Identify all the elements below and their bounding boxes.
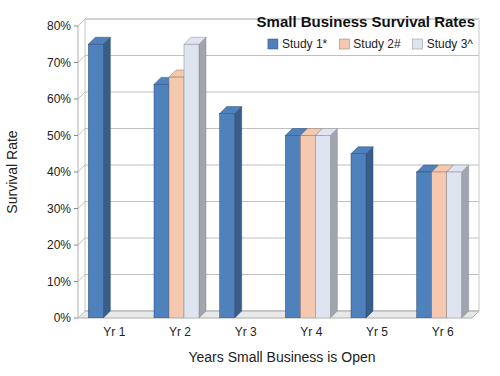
tick-label: 30% xyxy=(47,202,71,216)
tick-label: 20% xyxy=(47,238,71,252)
bar-group xyxy=(447,165,469,318)
tick-label: 0% xyxy=(54,311,72,325)
chart: 0% 10% 20% 30% 40% 50% 60% 70% 80% Yr 1 Yr 2 Yr 3 Yr… xyxy=(0,0,500,376)
tick xyxy=(74,172,78,173)
tick-label: 40% xyxy=(47,165,71,179)
category-label: Yr 6 xyxy=(432,325,454,339)
category-label: Yr 2 xyxy=(169,325,191,339)
gridline-group xyxy=(74,165,479,172)
bar-side xyxy=(199,37,206,318)
gridline xyxy=(78,92,479,99)
bar xyxy=(300,136,315,319)
legend-label: Study 2# xyxy=(353,37,401,51)
legend-swatch xyxy=(413,39,423,49)
tick-label: 10% xyxy=(47,275,71,289)
bar-group xyxy=(315,129,337,319)
bar xyxy=(417,172,432,318)
gridline-group xyxy=(74,129,479,136)
bar xyxy=(432,172,447,318)
tick xyxy=(74,99,78,100)
bar xyxy=(447,172,462,318)
bar-group xyxy=(351,147,373,318)
category-label: Yr 5 xyxy=(366,325,388,339)
bar-group xyxy=(88,37,110,318)
marks xyxy=(88,37,468,318)
category-label: Yr 3 xyxy=(235,325,257,339)
bar-side xyxy=(235,107,242,318)
bar-side xyxy=(366,147,373,318)
tick xyxy=(74,208,78,209)
bar-group xyxy=(220,107,242,318)
bar-side xyxy=(330,129,337,319)
tick-label: 60% xyxy=(47,92,71,106)
bar-top xyxy=(220,107,242,114)
bar-top xyxy=(315,129,337,136)
bar xyxy=(285,136,300,319)
bar-side xyxy=(103,37,110,318)
legend-swatch xyxy=(268,39,278,49)
bar-side xyxy=(462,165,469,318)
bar-group xyxy=(184,37,206,318)
legend-swatch xyxy=(339,39,349,49)
legend-label: Study 3^ xyxy=(427,37,474,51)
bar xyxy=(88,44,103,318)
x-axis-label: Years Small Business is Open xyxy=(188,349,375,365)
category-label: Yr 1 xyxy=(103,325,125,339)
tick xyxy=(74,26,78,27)
bar-top xyxy=(447,165,469,172)
bar xyxy=(220,114,235,318)
tick xyxy=(74,135,78,136)
tick xyxy=(74,245,78,246)
legend-label: Study 1* xyxy=(282,37,328,51)
gridline-group xyxy=(74,92,479,99)
gridline-group xyxy=(74,56,479,63)
bar-top xyxy=(88,37,110,44)
tick-label: 80% xyxy=(47,19,71,33)
title: Small Business Survival Rates xyxy=(257,13,475,30)
tick xyxy=(74,62,78,63)
bar xyxy=(351,154,366,318)
tick xyxy=(74,318,78,319)
category-label: Yr 4 xyxy=(300,325,322,339)
gridline xyxy=(78,129,479,136)
legend: Study 1* Study 2# Study 3^ xyxy=(268,37,473,51)
gridline xyxy=(78,56,479,63)
y-axis-label: Survival Rate xyxy=(4,130,20,213)
bar xyxy=(154,84,169,318)
gridline xyxy=(78,165,479,172)
bar xyxy=(315,136,330,319)
bar-top xyxy=(351,147,373,154)
bar-top xyxy=(184,37,206,44)
bar xyxy=(169,77,184,318)
tick-label: 50% xyxy=(47,129,71,143)
tick xyxy=(74,281,78,282)
tick-label: 70% xyxy=(47,56,71,70)
bar xyxy=(184,44,199,318)
